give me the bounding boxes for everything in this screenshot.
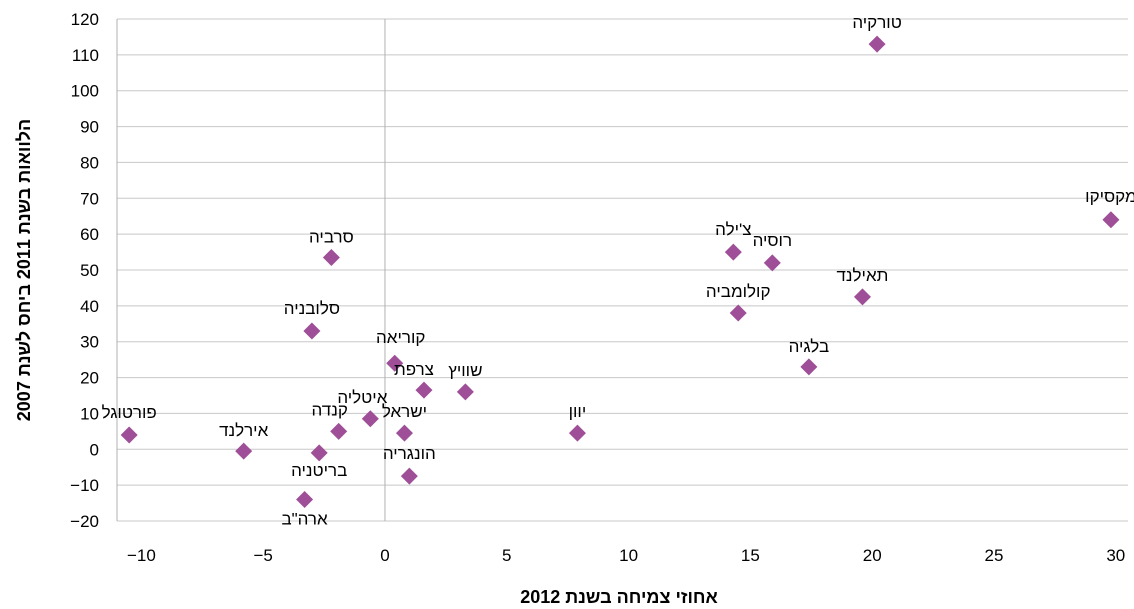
data-point	[729, 304, 747, 322]
y-tick-label: 90	[80, 118, 99, 137]
data-point	[303, 322, 321, 340]
point-label: טורקיה	[852, 13, 901, 32]
point-label: בריטניה	[291, 461, 347, 480]
point-label: תאילנד	[837, 266, 889, 285]
point-label: ארה"ב	[281, 509, 328, 528]
y-axis-title: הלוואות בשנת 2011 ביחס לשנת 2007	[14, 119, 34, 421]
data-point	[415, 381, 433, 399]
axes	[116, 19, 386, 521]
point-label: מקסיקו	[1085, 187, 1134, 206]
point-label: ישראל	[382, 402, 427, 421]
point-label: רוסיה	[753, 231, 793, 250]
data-point	[310, 444, 328, 462]
data-point	[456, 383, 474, 401]
point-label: הונגריה	[383, 444, 436, 463]
y-tick-label: 120	[71, 10, 99, 29]
point-labels: פורטוגל אירלנד בריטניה ארה"ב קנדה סלובניה סרבי…	[102, 13, 1134, 528]
x-axis-title: אחוזי צמיחה בשנת 2012	[520, 587, 718, 607]
point-label: קנדה	[312, 400, 348, 419]
y-tick-label: 80	[80, 153, 99, 172]
y-tick-labels: ‎−20 ‎−10 0 10 20 30 40 50 60 70 80 90 100 110 120	[70, 10, 99, 531]
data-point	[386, 354, 404, 372]
y-tick-label: 20	[80, 369, 99, 388]
point-label: קולומביה	[706, 282, 771, 301]
data-point	[395, 424, 413, 442]
point-label: איטליה	[337, 388, 387, 407]
x-tick-label: 30	[1106, 546, 1125, 565]
y-tick-label: 110	[72, 46, 99, 65]
data-point	[296, 490, 314, 508]
x-tick-label: ‎−10	[127, 546, 156, 565]
data-point	[568, 424, 586, 442]
y-tick-label: 30	[80, 333, 99, 352]
x-tick-label: 15	[741, 546, 760, 565]
x-tick-label: 5	[502, 546, 511, 565]
x-tick-label: 0	[380, 546, 389, 565]
data-point	[763, 254, 781, 272]
data-point	[853, 288, 871, 306]
data-point	[724, 243, 742, 261]
data-markers	[120, 35, 1120, 508]
point-label: סרביה	[309, 227, 354, 246]
grid-lines	[117, 18, 1128, 522]
y-tick-label: 70	[80, 189, 99, 208]
y-tick-label: 60	[80, 225, 99, 244]
data-point	[1102, 211, 1120, 229]
y-tick-label: 40	[80, 297, 99, 316]
x-tick-label: 25	[985, 546, 1004, 565]
point-label: סלובניה	[284, 299, 340, 318]
x-tick-label: 10	[619, 546, 638, 565]
data-point	[868, 35, 886, 53]
x-tick-label: ‎−5	[253, 546, 272, 565]
point-label: צ'ילה	[715, 220, 751, 239]
x-tick-labels: ‎−10 ‎−5 0 5 10 15 20 25 30	[127, 546, 1125, 565]
y-tick-label: 0	[90, 440, 99, 459]
point-label: בלגיה	[789, 337, 830, 356]
point-label: צרפת	[394, 360, 434, 379]
point-label: אירלנד	[219, 421, 269, 440]
data-point	[800, 358, 818, 376]
y-tick-label: 50	[80, 261, 99, 280]
point-label: פורטוגל	[102, 403, 157, 422]
y-tick-label: 10	[80, 404, 99, 423]
data-point	[330, 422, 348, 440]
point-label: יוון	[569, 402, 587, 421]
point-label: שוויץ	[448, 361, 482, 380]
data-point	[361, 410, 379, 428]
data-point	[322, 248, 340, 266]
y-tick-label: ‎−20	[70, 512, 99, 531]
data-point	[400, 467, 418, 485]
y-tick-label: ‎−10	[70, 476, 99, 495]
x-tick-label: 20	[863, 546, 882, 565]
data-point	[235, 442, 253, 460]
y-tick-label: 100	[71, 82, 99, 101]
data-point	[120, 426, 138, 444]
point-label: קוריאה	[376, 328, 425, 347]
